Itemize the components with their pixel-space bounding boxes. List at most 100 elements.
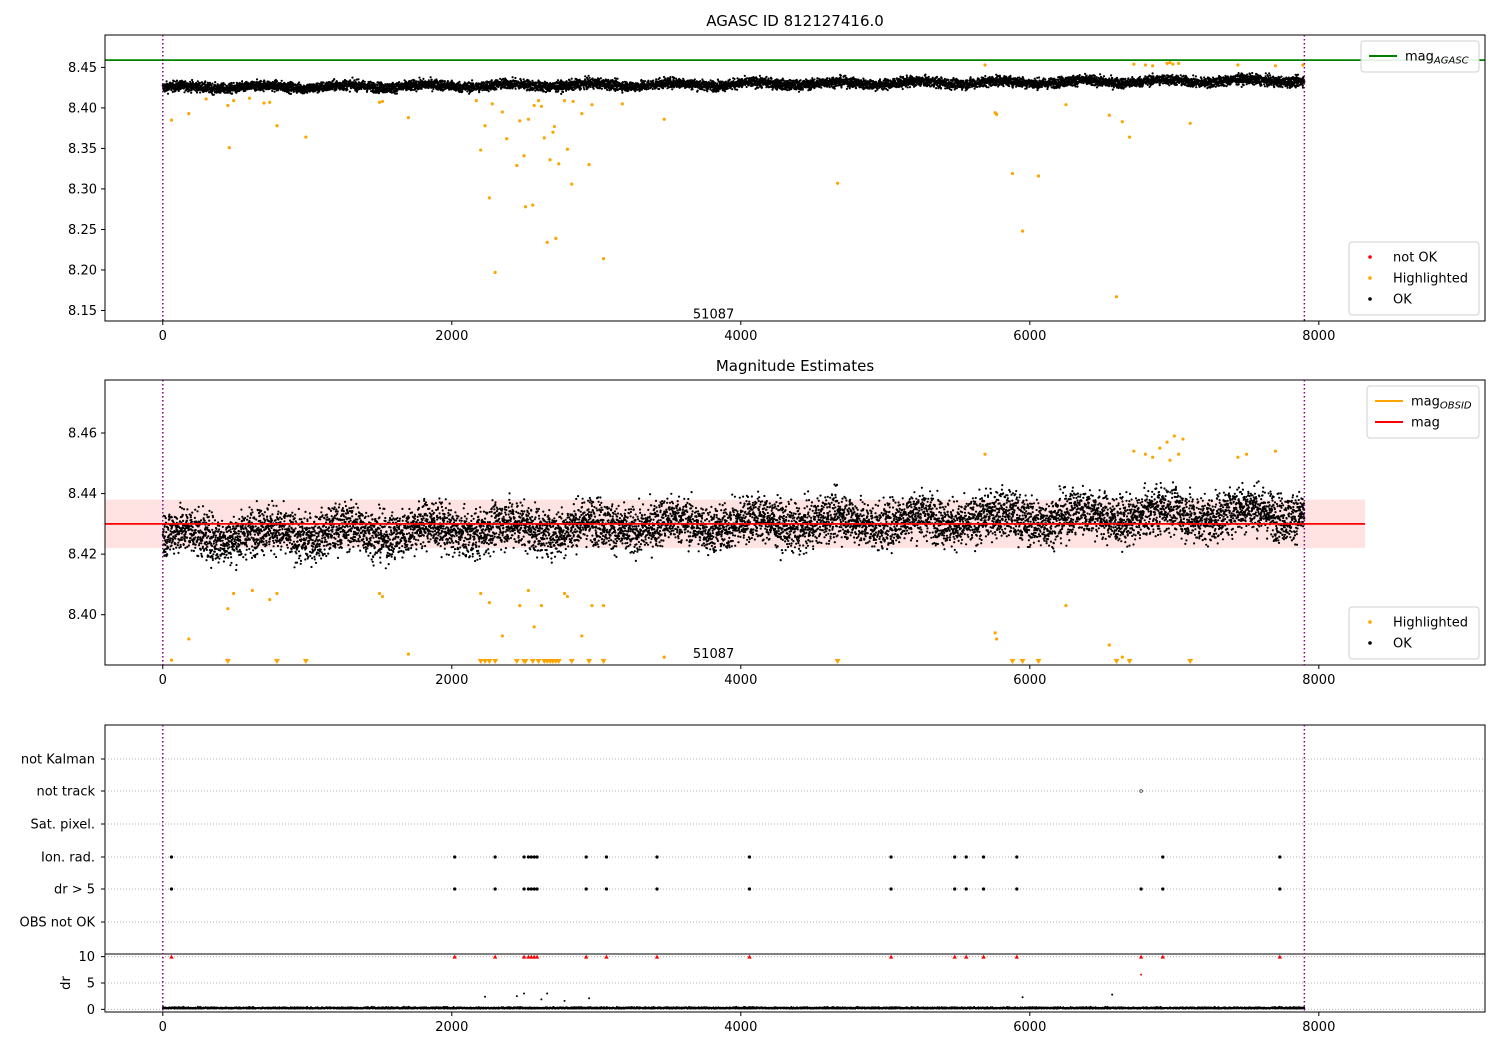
ok-point — [172, 80, 176, 83]
ok-point — [195, 91, 199, 94]
ok-point — [206, 81, 209, 84]
ok-point — [211, 82, 214, 85]
ok-point — [349, 79, 352, 82]
ok-point — [691, 88, 694, 91]
ok-point — [781, 77, 784, 80]
ok-point — [589, 85, 592, 88]
ok-point — [214, 81, 217, 84]
ok-point — [562, 90, 565, 94]
ok-point — [706, 90, 709, 93]
ok-point — [429, 76, 432, 79]
ok-point — [565, 80, 568, 83]
ok-point — [696, 89, 699, 92]
ok-point — [592, 87, 595, 90]
ok-point — [232, 81, 235, 84]
ok-point — [171, 90, 174, 93]
ok-point — [191, 80, 194, 84]
ok-point — [643, 80, 647, 83]
ok-point — [189, 80, 192, 83]
ok-point — [191, 78, 194, 82]
ok-point — [662, 87, 665, 90]
ok-point — [652, 79, 655, 82]
ok-point — [418, 76, 421, 79]
ok-point — [658, 87, 661, 90]
ok-point — [450, 79, 453, 82]
ok-point — [672, 76, 676, 80]
ok-point — [606, 88, 609, 91]
ok-point — [298, 81, 301, 84]
ok-point — [495, 88, 498, 91]
ok-point — [658, 76, 661, 80]
ok-point — [699, 80, 702, 83]
ok-point — [262, 90, 265, 93]
ok-point — [522, 78, 525, 81]
ok-point — [799, 79, 802, 82]
ok-point — [655, 78, 658, 81]
ok-point — [198, 81, 202, 85]
ok-point — [363, 80, 366, 83]
ok-point — [511, 76, 514, 79]
ok-point — [231, 92, 234, 95]
ok-point — [236, 82, 239, 85]
ok-point — [241, 82, 244, 85]
ok-point — [478, 91, 481, 94]
ok-point — [348, 90, 351, 93]
ok-point — [621, 81, 625, 84]
ok-point — [723, 90, 727, 93]
ok-point — [471, 79, 474, 82]
ok-point — [216, 83, 219, 86]
ok-point — [395, 92, 398, 95]
ok-point — [420, 87, 423, 90]
ok-point — [432, 87, 435, 91]
ok-point — [621, 91, 624, 94]
ok-point — [274, 83, 277, 86]
ok-point — [662, 75, 666, 79]
ok-point — [786, 89, 789, 92]
ok-point — [398, 81, 401, 84]
ok-point — [588, 76, 591, 79]
ok-point — [273, 90, 276, 93]
ok-point — [253, 81, 256, 84]
ok-point — [591, 77, 594, 80]
ok-point — [246, 88, 249, 91]
ok-point — [275, 80, 279, 83]
ok-point — [584, 75, 587, 78]
ok-point — [745, 85, 748, 89]
ok-point — [669, 75, 672, 79]
ok-point — [514, 76, 517, 80]
ok-point — [247, 82, 251, 85]
ok-point — [190, 89, 193, 92]
ok-point — [431, 90, 434, 93]
ok-point — [190, 91, 193, 94]
ok-point — [765, 75, 768, 78]
ok-point — [703, 89, 706, 92]
ok-point — [280, 79, 283, 82]
ok-point — [583, 88, 586, 91]
ok-point — [731, 88, 734, 91]
ok-point — [743, 74, 746, 77]
ok-point — [255, 88, 258, 91]
ok-point — [335, 88, 338, 91]
ok-point — [616, 77, 619, 80]
ok-point — [600, 87, 604, 90]
ok-point — [230, 84, 234, 87]
ok-point — [556, 79, 560, 82]
ok-point — [599, 77, 603, 80]
ok-point — [373, 83, 376, 86]
ok-point — [271, 89, 274, 92]
ok-point — [758, 74, 762, 77]
ok-point — [376, 84, 379, 87]
ok-point — [255, 81, 258, 84]
ok-point — [346, 88, 349, 91]
ok-point — [726, 87, 730, 90]
ok-point — [415, 90, 418, 93]
ok-point — [351, 76, 354, 79]
ok-point — [669, 78, 672, 81]
ok-point — [422, 77, 425, 80]
ok-point — [277, 89, 280, 92]
ok-point — [761, 86, 764, 89]
ok-point — [716, 82, 719, 85]
ok-point — [357, 78, 360, 81]
ok-point — [587, 74, 590, 77]
ok-point — [230, 82, 233, 85]
